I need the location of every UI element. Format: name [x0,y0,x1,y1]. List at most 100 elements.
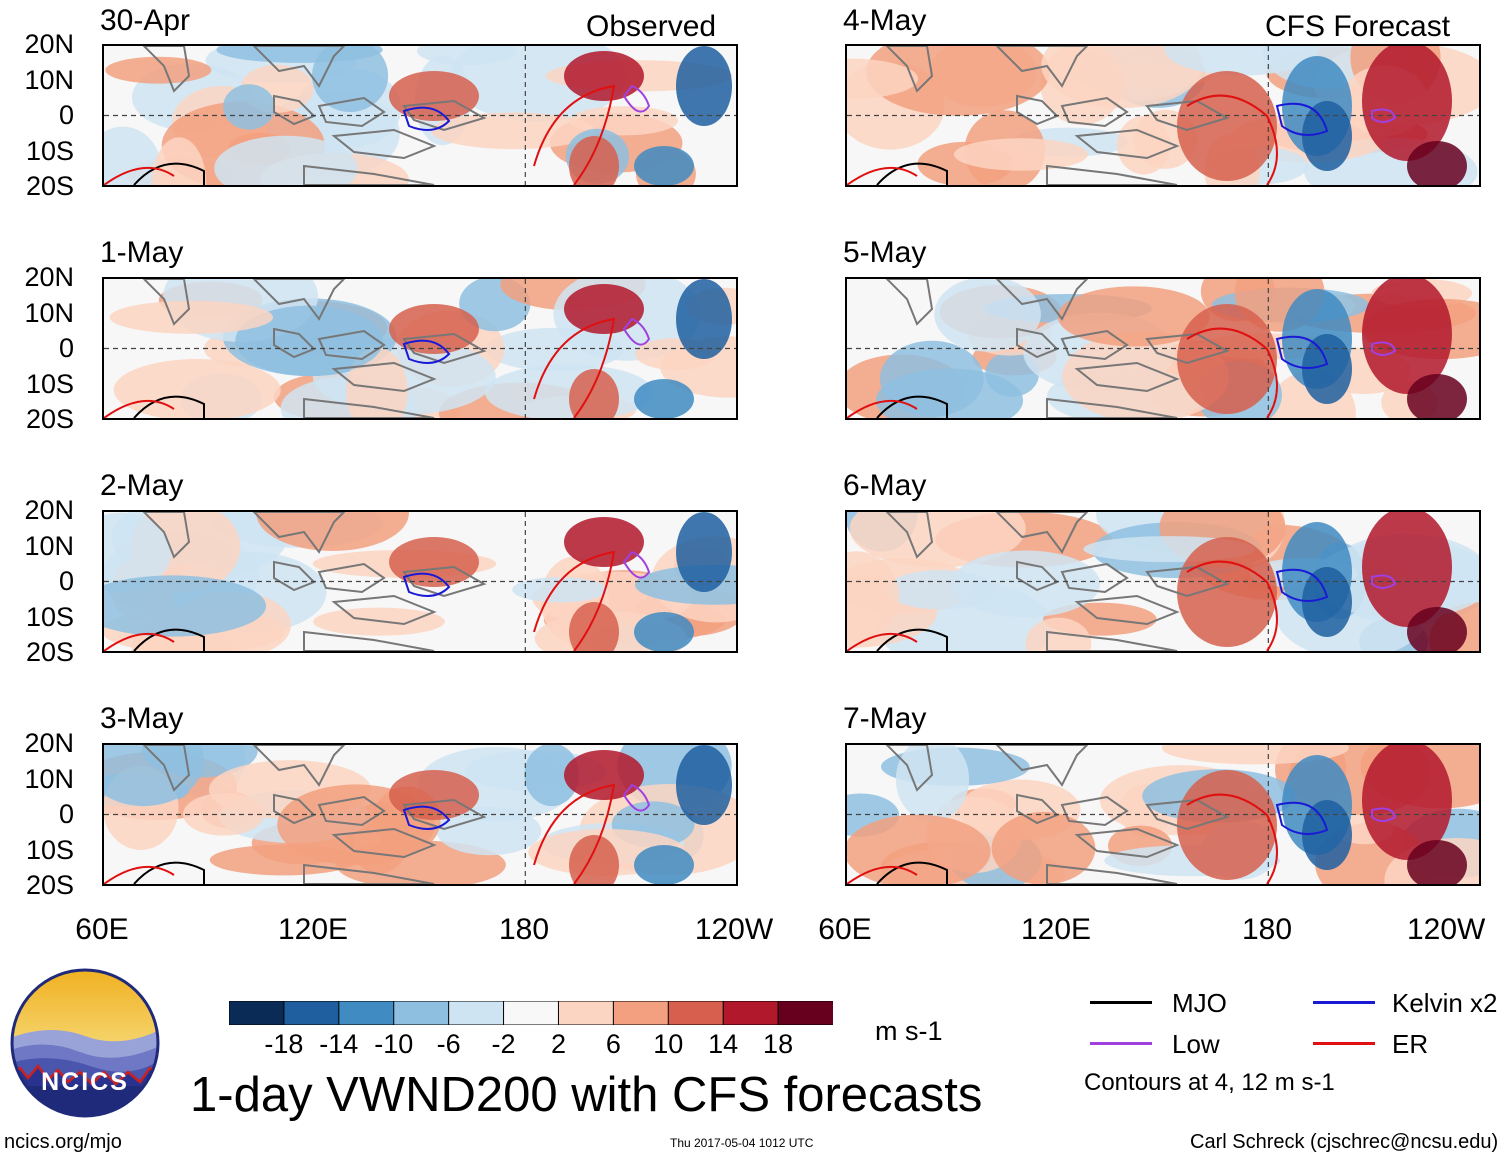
coastline [273,793,316,825]
coastline [1016,793,1059,825]
lon-label-120w-left: 120W [694,913,774,946]
field-shading [1302,334,1352,404]
colorbar-tick-label: 18 [763,1029,794,1059]
low-contour [1371,341,1397,356]
er-contour [104,166,175,185]
coastline [1074,827,1180,859]
field-shading [109,300,274,334]
lat-label: 20S [25,637,74,667]
colorbar-swatch [448,1001,505,1025]
coastline [331,361,437,393]
coastline [252,745,346,787]
er-contour [847,166,918,185]
coastline [252,46,346,88]
mjo-contour [133,861,205,884]
map-panel-right-3 [845,510,1481,653]
colorbar-swatch [777,1001,833,1025]
coastline [1046,630,1178,651]
coastline [885,745,934,792]
coastline [331,128,437,160]
map-panel-left-2 [102,277,738,420]
colorbar-swatch [283,1001,340,1025]
field-shading [564,517,644,567]
colorbar-swatch [612,1001,670,1025]
map-panel-right-4 [845,743,1481,886]
field-shading [389,304,479,354]
field-shading [235,305,384,377]
low-contour [622,783,651,812]
legend-line-mjo [1090,1001,1152,1004]
coastline [1060,329,1129,361]
colorbar-unit: m s-1 [875,1016,943,1046]
kelvin-contour [402,572,451,597]
lat-label: 10S [25,135,74,166]
field-shading [953,138,1088,171]
coastline [331,827,437,859]
coastline [1016,327,1059,359]
field-shading [436,806,542,856]
logo-text: NCICS [41,1068,129,1096]
coastline [1046,164,1178,185]
legend-note: Contours at 4, 12 m s-1 [1084,1069,1335,1096]
low-contour [1371,574,1397,589]
er-contour [533,550,616,651]
map-panel-right-2 [845,277,1481,420]
field-shading [676,512,732,592]
field-shading [564,750,644,800]
coastline [331,594,437,626]
colorbar-swatch [667,1001,725,1025]
field-shading [1362,279,1452,394]
mjo-contour [133,162,205,185]
coastline [303,164,435,185]
field-shading [485,364,654,418]
er-contour [533,84,616,185]
colorbar-tick-label: -14 [319,1029,359,1059]
kelvin-contour [1275,335,1329,369]
mjo-contour [876,628,948,651]
author-credit: Carl Schreck (cjschrec@ncsu.edu) [1190,1131,1499,1153]
lon-label-180-right: 180 [1241,913,1293,946]
figure-title: 1-day VWND200 with CFS forecasts [190,1068,983,1122]
kelvin-contour [1275,801,1329,835]
mjo-contour [133,628,205,651]
field-shading [934,279,1041,352]
kelvin-contour [1275,568,1329,602]
coastline [885,279,934,326]
lat-label: 20N [24,262,74,292]
coastline [317,562,386,594]
field-shading [151,137,207,185]
er-contour [847,632,918,651]
field-shading [256,512,409,552]
legend-line-kelvin [1313,1001,1375,1004]
coastline [995,279,1089,321]
lat-label: 10S [25,368,74,399]
field-shading [1025,617,1092,651]
field-shading [569,106,679,136]
observed-label: Observed [586,10,717,43]
field-shading [104,126,161,185]
colorbar-tick-label: -10 [374,1029,414,1059]
legend-line-er [1313,1042,1375,1045]
lon-label-60e-right: 60E [818,913,872,946]
lat-label: 10S [25,834,74,865]
field-shading [1407,374,1467,418]
site-url[interactable]: ncics.org/mjo [4,1131,122,1153]
er-contour [104,632,175,651]
colorbar-tick-label: 10 [653,1029,684,1059]
lat-label: 10N [24,763,74,794]
field-shading [1302,800,1352,870]
field-shading [1164,46,1320,76]
field-shading [417,46,517,66]
er-contour [1186,327,1278,418]
mjo-contour [876,861,948,884]
coastline [995,46,1089,88]
colorbar-tick-label: -18 [264,1029,304,1059]
lat-label: 20S [25,171,74,201]
field-shading [512,577,608,603]
legend-label-low: Low [1172,1029,1220,1059]
field-shading [1116,115,1171,175]
lon-label-120e-left: 120E [277,913,349,946]
lat-label: 10S [25,601,74,632]
field-shading [104,575,267,637]
low-contour [1371,108,1397,123]
